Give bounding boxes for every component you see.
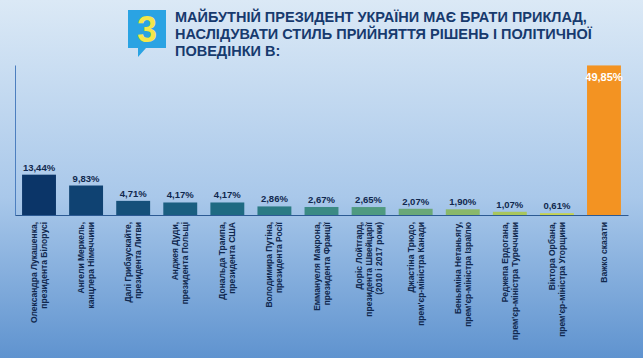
x-tick: Віктора Орбана,прем'єр-міністра Угорщини bbox=[547, 215, 567, 337]
badge: 3 bbox=[128, 9, 166, 57]
bars bbox=[22, 65, 621, 215]
x-tick: Джастіна Трюдо,прем'єр-міністра Канади bbox=[406, 215, 426, 326]
x-tick-label: Дональда Трампа,президента США bbox=[217, 222, 237, 300]
bar bbox=[116, 201, 150, 215]
bar bbox=[587, 65, 621, 215]
x-axis-line bbox=[16, 215, 629, 216]
bar bbox=[69, 186, 103, 215]
data-label: 4,71% bbox=[120, 188, 147, 199]
x-tick-label: Володимира Путіна,президента Росії bbox=[264, 221, 284, 307]
data-label: 4,17% bbox=[167, 189, 194, 200]
data-label: 13,44% bbox=[23, 162, 56, 173]
data-label: 0,61% bbox=[543, 200, 570, 211]
data-label: 2,65% bbox=[355, 194, 382, 205]
bar bbox=[493, 212, 527, 215]
chart: 3 МАЙБУТНІЙ ПРЕЗИДЕНТ УКРАЇНИ МАЄ БРАТИ П… bbox=[0, 0, 643, 358]
x-tick: Анджея Дуди,президента Польщі bbox=[170, 215, 190, 304]
data-labels: 13,44% 9,83% 4,71% 4,17% 4,17% 2,86% 2,67% 2,65… bbox=[23, 71, 623, 211]
data-label: 1,07% bbox=[496, 199, 523, 210]
data-label: 2,07% bbox=[402, 196, 429, 207]
x-tick: Еммануеля Макрона,президента Франції bbox=[312, 215, 332, 311]
bar bbox=[399, 209, 433, 215]
data-label: 49,85% bbox=[585, 71, 623, 83]
x-tick-label: Ангели Меркель,канцлера Німеччини bbox=[76, 222, 96, 308]
data-label: 1,90% bbox=[449, 196, 476, 207]
x-tick-label: Доріс Лойтгард,президента Швейцарії(2010… bbox=[354, 221, 384, 316]
badge-bubble bbox=[128, 10, 166, 57]
x-tick-label: Еммануеля Макрона,президента Франції bbox=[312, 221, 332, 310]
x-tick-label: Реджепа Ердогана,прем'єр-міністра Туречч… bbox=[500, 222, 520, 340]
x-tick-label: Джастіна Трюдо,прем'єр-міністра Канади bbox=[406, 222, 426, 326]
data-label: 2,67% bbox=[308, 194, 335, 205]
x-tick: Ангели Меркель,канцлера Німеччини bbox=[76, 215, 96, 308]
y-axis-line bbox=[15, 66, 16, 216]
y-axis bbox=[15, 66, 16, 216]
bar bbox=[210, 202, 244, 215]
x-tick-label: Далі Грибаускайте,президента Литви bbox=[123, 222, 143, 303]
x-tick: Важко сказати bbox=[599, 215, 609, 283]
bar bbox=[305, 207, 339, 215]
bar bbox=[257, 206, 291, 215]
bar bbox=[540, 213, 574, 215]
bar bbox=[446, 209, 480, 215]
x-tick-label: Важко сказати bbox=[599, 222, 609, 283]
x-tick-label: Олександра Лукашенка,президента Білорусі bbox=[29, 222, 49, 323]
x-axis: Олександра Лукашенка,президента Білорусі… bbox=[16, 215, 629, 340]
x-tick: Далі Грибаускайте,президента Литви bbox=[123, 215, 143, 303]
data-label: 2,86% bbox=[261, 193, 288, 204]
x-tick-label: Беньяміна Нетаньягу,прем'єр-міністра Ізр… bbox=[453, 222, 473, 327]
title: МАЙБУТНІЙ ПРЕЗИДЕНТ УКРАЇНИ МАЄ БРАТИ ПР… bbox=[175, 8, 593, 59]
bar bbox=[352, 207, 386, 215]
annotation: 3 bbox=[137, 9, 157, 50]
background bbox=[0, 0, 643, 358]
x-tick: Доріс Лойтгард,президента Швейцарії(2010… bbox=[354, 215, 384, 317]
x-tick-label: Анджея Дуди,президента Польщі bbox=[170, 222, 190, 304]
x-tick: Володимира Путіна,президента Росії bbox=[264, 215, 284, 308]
x-tick: Реджепа Ердогана,прем'єр-міністра Туречч… bbox=[500, 215, 520, 340]
x-tick-label: Віктора Орбана,прем'єр-міністра Угорщини bbox=[547, 222, 567, 337]
x-tick: Беньяміна Нетаньягу,прем'єр-міністра Ізр… bbox=[453, 215, 473, 327]
data-label: 9,83% bbox=[73, 173, 100, 184]
bar bbox=[163, 202, 197, 215]
data-label: 4,17% bbox=[214, 189, 241, 200]
x-tick: Дональда Трампа,президента США bbox=[217, 215, 237, 300]
x-tick: Олександра Лукашенка,президента Білорусі bbox=[29, 215, 49, 323]
bar bbox=[22, 175, 56, 215]
